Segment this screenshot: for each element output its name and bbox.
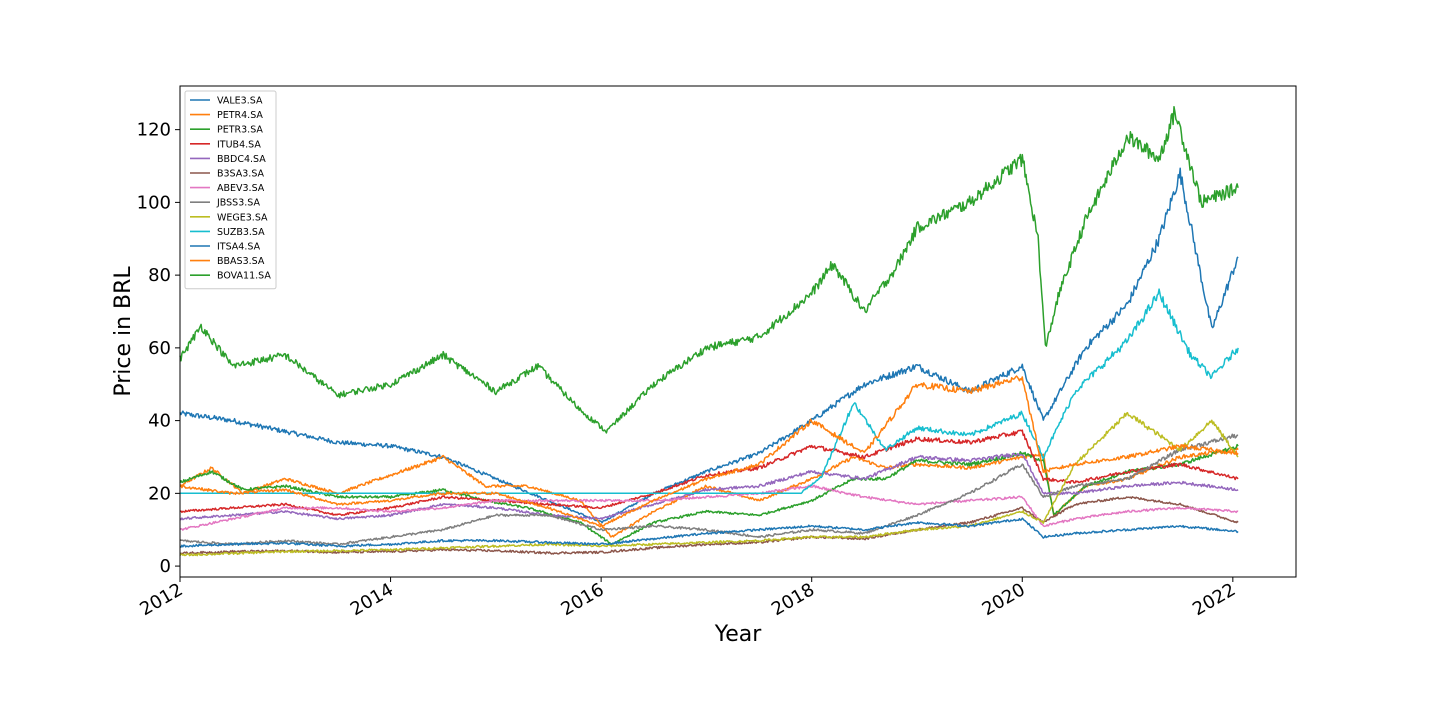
series-line-wege3-sa	[179, 411, 1239, 557]
legend-label: ITSA4.SA	[217, 242, 261, 253]
legend-label: BOVA11.SA	[217, 271, 271, 282]
legend-label: WEGE3.SA	[217, 212, 268, 223]
y-tick-label: 40	[148, 411, 171, 432]
legend: VALE3.SA PETR4.SA PETR3.SA ITUB4.SA BBDC4.SA…	[184, 90, 277, 290]
legend-label: ABEV3.SA	[217, 183, 265, 194]
series-line-bbdc4-sa	[179, 452, 1239, 521]
series-line-vale3-sa	[179, 167, 1239, 524]
x-axis-title: Year	[714, 622, 763, 647]
series-layer	[179, 105, 1239, 557]
x-tick-label: 2016	[557, 579, 607, 620]
y-tick-label: 60	[148, 338, 171, 359]
series-line-petr3-sa	[179, 443, 1239, 546]
series-line-bbas3-sa	[179, 375, 1239, 528]
legend-label: PETR4.SA	[217, 110, 263, 121]
legend-label: BBDC4.SA	[217, 154, 266, 165]
series-line-bova11-sa	[179, 105, 1239, 434]
series-line-itsa4-sa	[179, 517, 1239, 548]
legend-label: ITUB4.SA	[217, 139, 261, 150]
y-axis: 0 20 40 60 80 100 120	[137, 120, 180, 577]
series-line-abev3-sa	[179, 484, 1239, 531]
x-tick-label: 2014	[347, 579, 397, 620]
series-line-itub4-sa	[179, 429, 1239, 517]
x-tick-label: 2022	[1189, 579, 1239, 620]
legend-label: VALE3.SA	[217, 96, 263, 107]
legend-label: SUZB3.SA	[217, 227, 265, 238]
y-axis-title: Price in BRL	[111, 266, 136, 397]
legend-label: JBSS3.SA	[216, 198, 260, 209]
y-tick-label: 0	[160, 556, 171, 577]
x-tick-label: 2020	[979, 579, 1029, 620]
y-tick-label: 20	[148, 483, 171, 504]
series-line-suzb3-sa	[180, 288, 1239, 495]
series-line-b3sa3-sa	[179, 496, 1239, 555]
legend-label: B3SA3.SA	[217, 169, 265, 180]
x-tick-label: 2012	[136, 579, 186, 620]
x-tick-label: 2018	[768, 579, 818, 620]
legend-label: BBAS3.SA	[217, 256, 265, 267]
legend-box	[184, 90, 277, 290]
x-axis: 2012 2014 2016 2018 2020 2022	[136, 577, 1239, 620]
y-tick-label: 120	[137, 120, 171, 141]
plot-area-frame	[179, 85, 1297, 578]
legend-label: PETR3.SA	[217, 125, 263, 136]
y-tick-label: 100	[137, 192, 171, 213]
y-tick-label: 80	[148, 265, 171, 286]
